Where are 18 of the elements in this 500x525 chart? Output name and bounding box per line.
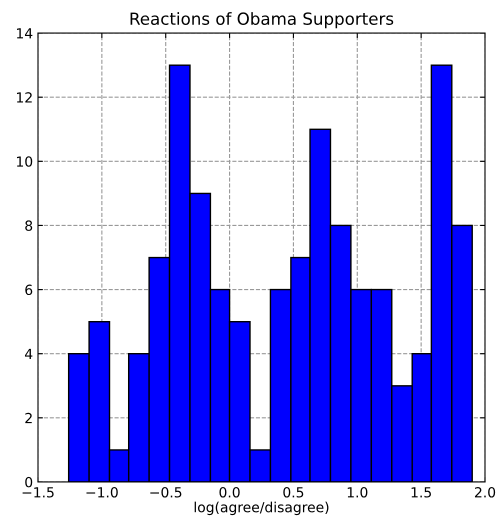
chart-title: Reactions of Obama Supporters [130,12,394,28]
y-tick-label: 6 [25,284,32,296]
x-tick-label: 2.0 [474,487,496,498]
x-tick-label: 1.5 [412,487,431,498]
y-tick-label: 14 [16,28,32,38]
y-tick-label: 8 [25,220,32,231]
y-tick-label: 12 [16,92,32,102]
y-tick-label: 2 [25,412,32,424]
y-tick-label: 0 [25,476,32,488]
x-tick-label: −1.0 [86,487,118,498]
x-axis-title: log(agree/disagree) [194,502,328,516]
y-tick-label: 10 [16,156,32,167]
x-tick-label: −1.5 [22,487,54,498]
x-tick-label: 1.0 [348,487,368,498]
x-tick-label: 0.5 [283,487,304,498]
x-tick-label: 0.0 [219,487,240,498]
x-tick-label: −0.5 [150,487,182,498]
y-tick-label: 4 [24,348,32,359]
